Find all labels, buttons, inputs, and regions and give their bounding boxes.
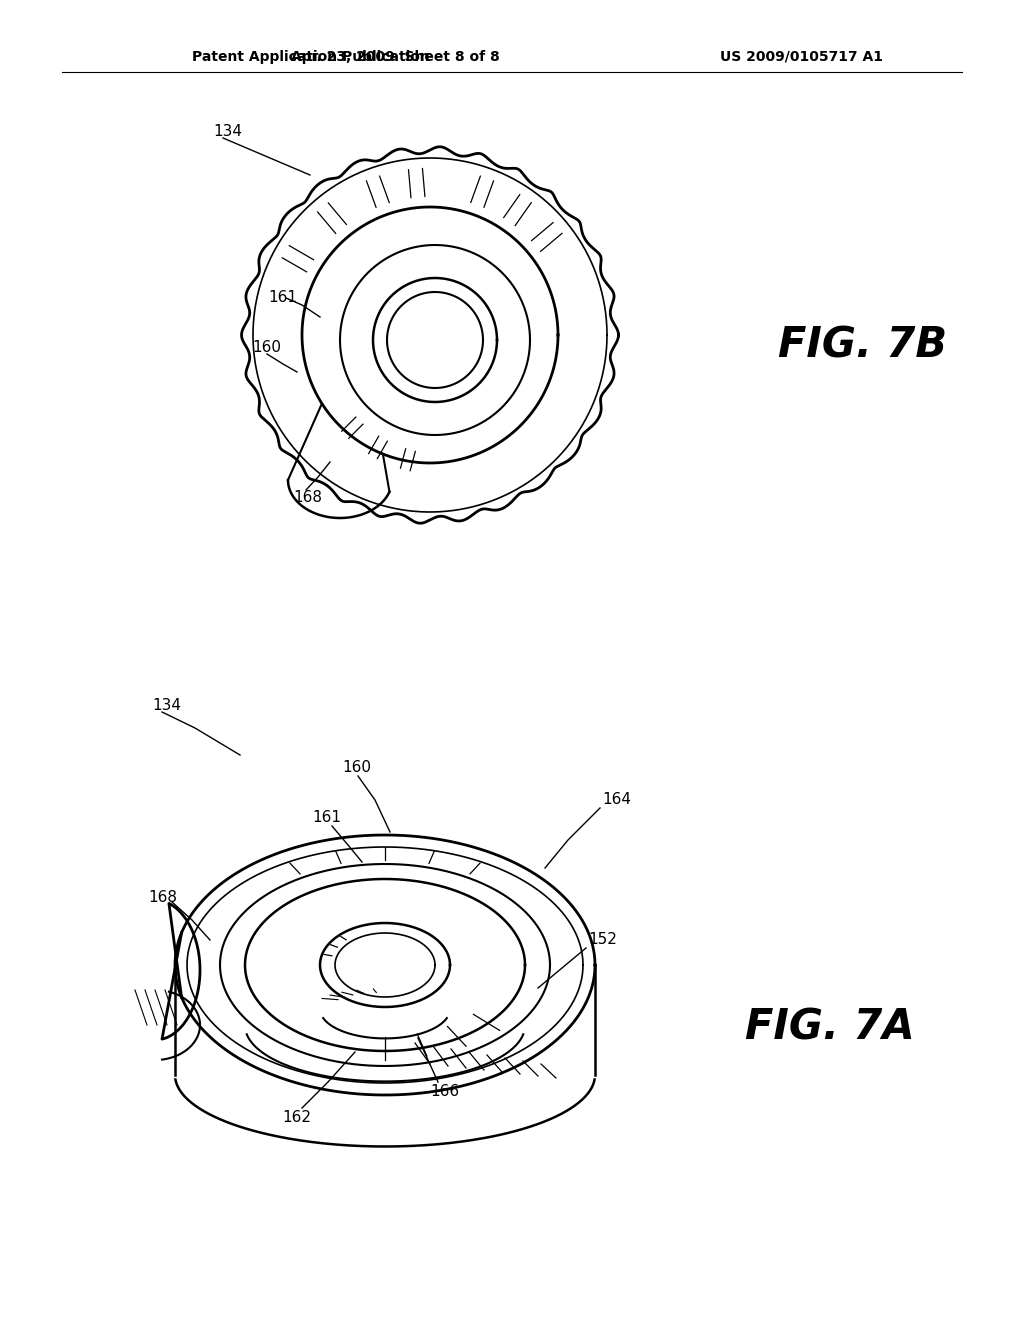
Text: 134: 134 <box>152 698 181 714</box>
Text: Apr. 23, 2009  Sheet 8 of 8: Apr. 23, 2009 Sheet 8 of 8 <box>291 50 500 63</box>
Text: 166: 166 <box>430 1085 459 1100</box>
Text: 164: 164 <box>602 792 631 808</box>
Text: 168: 168 <box>293 491 322 506</box>
Text: US 2009/0105717 A1: US 2009/0105717 A1 <box>720 50 883 63</box>
Text: 160: 160 <box>342 760 371 776</box>
Text: FIG. 7A: FIG. 7A <box>745 1007 914 1049</box>
Text: 152: 152 <box>588 932 616 948</box>
Text: FIG. 7B: FIG. 7B <box>778 323 947 366</box>
Text: 134: 134 <box>213 124 242 139</box>
Text: 160: 160 <box>252 341 281 355</box>
Text: 162: 162 <box>282 1110 311 1126</box>
Text: 168: 168 <box>148 891 177 906</box>
Text: Patent Application Publication: Patent Application Publication <box>193 50 430 63</box>
Text: 161: 161 <box>312 810 341 825</box>
Text: 161: 161 <box>268 290 297 305</box>
